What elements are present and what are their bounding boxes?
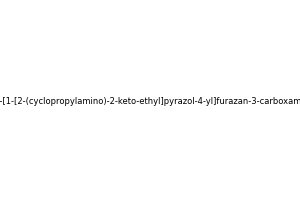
Text: N-[1-[2-(cyclopropylamino)-2-keto-ethyl]pyrazol-4-yl]furazan-3-carboxamide: N-[1-[2-(cyclopropylamino)-2-keto-ethyl]… [0,97,300,106]
